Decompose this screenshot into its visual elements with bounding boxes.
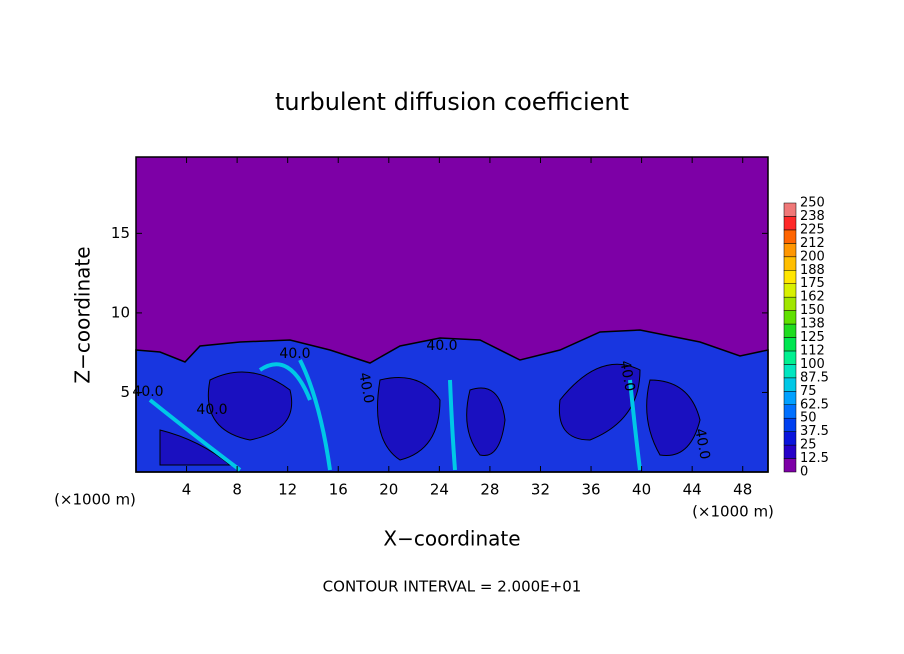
colorbar-label: 175 xyxy=(800,276,825,291)
colorbar-cell xyxy=(783,323,797,338)
x-tick-label: 24 xyxy=(430,481,449,499)
colorbar-label: 50 xyxy=(800,411,817,426)
colorbar-label: 138 xyxy=(800,317,825,332)
colorbar-label: 250 xyxy=(800,196,825,211)
x-tick-label: 4 xyxy=(182,481,192,499)
colorbar-label: 100 xyxy=(800,357,825,372)
colorbar-cell xyxy=(783,417,797,432)
colorbar-label: 162 xyxy=(800,290,825,305)
colorbar-label: 0 xyxy=(800,465,808,480)
colorbar-label: 12.5 xyxy=(800,451,829,466)
x-tick-label: 20 xyxy=(379,481,398,499)
field xyxy=(135,157,769,473)
chart-title: turbulent diffusion coefficient xyxy=(275,88,629,116)
colorbar-cell xyxy=(783,243,797,258)
contour-note: CONTOUR INTERVAL = 2.000E+01 xyxy=(323,578,582,596)
contour-label: 40.0 xyxy=(691,427,712,460)
colorbar-label: 25 xyxy=(800,438,817,453)
contour-label: 40.0 xyxy=(132,384,163,400)
x-tick-label: 16 xyxy=(329,481,348,499)
colorbar-label: 200 xyxy=(800,249,825,264)
colorbar-cell xyxy=(783,216,797,231)
field-streak xyxy=(148,359,642,472)
colorbar-cell xyxy=(783,256,797,271)
x-tick-label: 44 xyxy=(683,481,702,499)
colorbar-cell xyxy=(783,337,797,352)
colorbar-label: 37.5 xyxy=(800,424,829,439)
colorbar-cell xyxy=(783,310,797,325)
colorbar-label: 125 xyxy=(800,330,825,345)
x-tick-label: 28 xyxy=(480,481,499,499)
colorbar-label: 225 xyxy=(800,222,825,237)
colorbar-cell xyxy=(783,270,797,284)
plot-frame xyxy=(135,156,769,473)
colorbar-cell xyxy=(783,391,797,405)
x-tick-label: 32 xyxy=(531,481,550,499)
x-tick-label: 48 xyxy=(733,481,752,499)
x-unit: (×1000 m) xyxy=(692,503,774,521)
colorbar-cell xyxy=(783,202,797,217)
x-tick-label: 40 xyxy=(632,481,651,499)
colorbar-label: 212 xyxy=(800,236,825,251)
colorbar-cell xyxy=(783,431,797,446)
colorbar-label: 87.5 xyxy=(800,370,829,385)
contour-label: 40.0 xyxy=(196,402,227,418)
y-tick-label: 15 xyxy=(111,224,130,242)
contour-label: 40.0 xyxy=(616,359,637,392)
contour-label: 40.0 xyxy=(355,371,376,404)
y-axis-label: Z−coordinate xyxy=(71,246,95,383)
colorbar-cell xyxy=(783,404,797,419)
x-axis-label: X−coordinate xyxy=(383,527,520,551)
colorbar-cell xyxy=(783,377,797,392)
colorbar-cell xyxy=(783,350,797,365)
colorbar-label: 188 xyxy=(800,263,825,278)
x-tick-label: 12 xyxy=(278,481,297,499)
x-tick-label: 8 xyxy=(232,481,242,499)
colorbar-cell xyxy=(783,444,797,459)
x-tick-label: 36 xyxy=(581,481,600,499)
colorbar-label: 112 xyxy=(800,343,825,358)
colorbar-cell xyxy=(783,229,797,244)
y-tick-label: 10 xyxy=(111,303,130,321)
colorbar-cell xyxy=(783,364,797,379)
y-tick-label: 5 xyxy=(120,383,130,401)
colorbar-cell xyxy=(783,283,797,298)
colorbar-label: 75 xyxy=(800,384,817,399)
contour-label: 40.0 xyxy=(279,346,310,362)
contour-label: 40.0 xyxy=(426,338,457,354)
colorbar-label: 150 xyxy=(800,303,825,318)
colorbar-cell xyxy=(783,458,797,473)
y-unit: (×1000 m) xyxy=(54,491,136,509)
colorbar-label: 238 xyxy=(800,209,825,224)
colorbar-label: 62.5 xyxy=(800,397,829,412)
colorbar-cell xyxy=(783,296,797,311)
